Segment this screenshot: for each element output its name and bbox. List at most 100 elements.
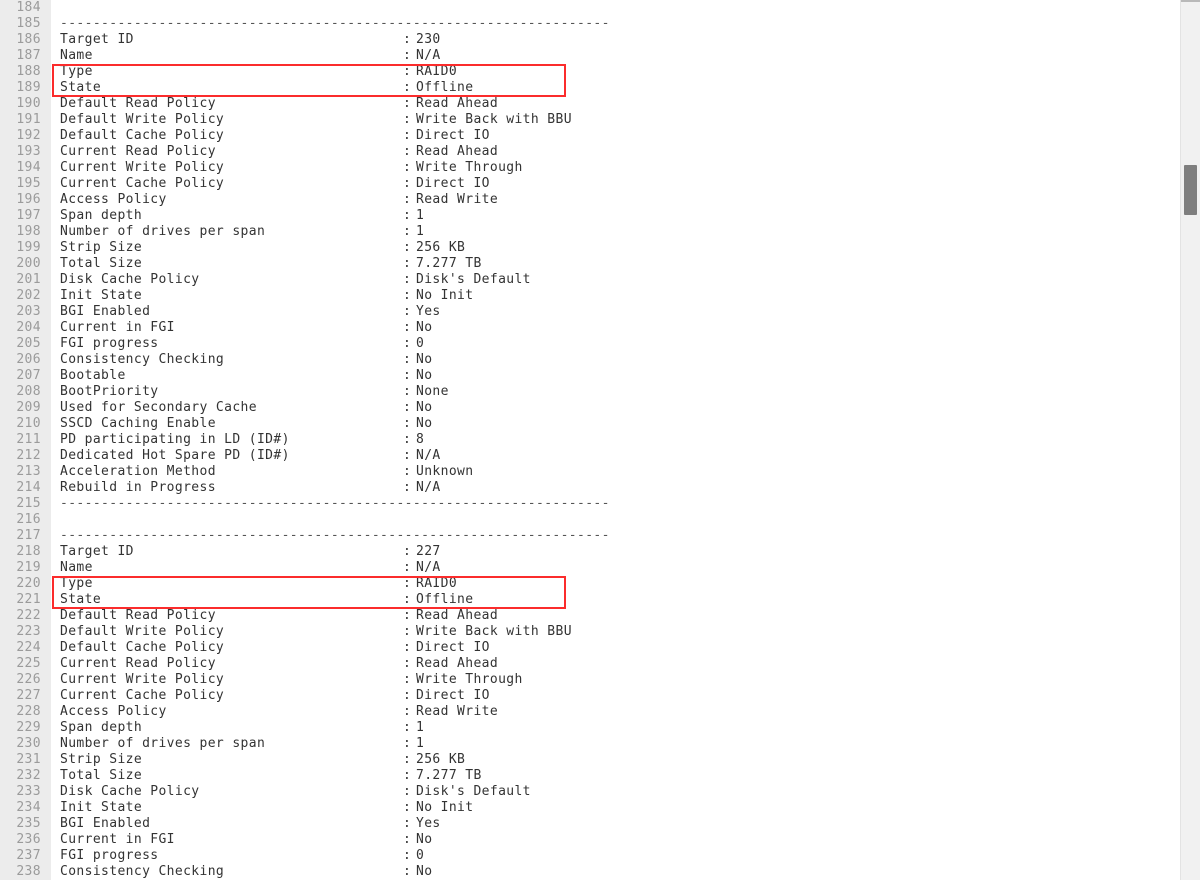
log-key: Number of drives per span: [60, 224, 266, 239]
log-key-value-line: SSCD Caching Enable: No: [60, 416, 432, 432]
log-key-value-line: Disk Cache Policy: Disk's Default: [60, 784, 531, 800]
log-colon: :: [403, 592, 412, 607]
log-key: Type: [60, 64, 93, 79]
log-value: No: [416, 368, 433, 383]
log-value: Yes: [416, 304, 441, 319]
line-number: 200: [16, 256, 41, 271]
log-colon: :: [403, 272, 412, 287]
log-value: 256 KB: [416, 752, 466, 767]
log-key: Default Cache Policy: [60, 128, 225, 143]
log-key: Current Write Policy: [60, 160, 225, 175]
line-number: 236: [16, 832, 41, 847]
log-colon: :: [403, 608, 412, 623]
log-key-value-line: Number of drives per span:1: [60, 736, 424, 752]
log-key-value-line: Name: N/A: [60, 560, 441, 576]
log-value: Read Ahead: [416, 96, 499, 111]
log-key-value-line: Strip Size:256 KB: [60, 240, 465, 256]
log-key-value-line: Default Write Policy: Write Back with BBU: [60, 112, 572, 128]
log-colon: :: [403, 144, 412, 159]
code-line: 224 Default Cache Policy: Direct IO: [0, 640, 1180, 656]
code-line: 226 Current Write Policy: Write Through: [0, 672, 1180, 688]
log-key-value-line: Disk Cache Policy: Disk's Default: [60, 272, 531, 288]
log-key-value-line: Number of drives per span:1: [60, 224, 424, 240]
line-number: 199: [16, 240, 41, 255]
code-line: 191 Default Write Policy: Write Back with …: [0, 112, 1180, 128]
log-key-value-line: Current in FGI: No: [60, 320, 432, 336]
log-colon: :: [403, 480, 412, 495]
log-separator-line: ----------------------------------------…: [60, 16, 610, 32]
log-value: No: [416, 400, 433, 415]
log-key-value-line: PD participating in LD (ID#):8: [60, 432, 424, 448]
log-key-value-line: FGI progress:0: [60, 336, 424, 352]
log-value: No: [416, 832, 433, 847]
log-colon: :: [403, 544, 412, 559]
log-colon: :: [403, 864, 412, 879]
dashed-rule: ----------------------------------------…: [60, 496, 610, 511]
log-key-value-line: Total Size:7.277 TB: [60, 768, 482, 784]
log-colon: :: [403, 352, 412, 367]
log-key-value-line: Acceleration Method: Unknown: [60, 464, 473, 480]
log-key-value-line: Access Policy: Read Write: [60, 704, 498, 720]
line-number: 232: [16, 768, 41, 783]
code-line: 233 Disk Cache Policy: Disk's Default: [0, 784, 1180, 800]
log-key: Default Read Policy: [60, 608, 216, 623]
line-number: 228: [16, 704, 41, 719]
code-line: 201 Disk Cache Policy: Disk's Default: [0, 272, 1180, 288]
log-colon: :: [403, 80, 412, 95]
log-key: Current Read Policy: [60, 144, 216, 159]
log-key: Target ID: [60, 544, 134, 559]
log-value: Write Through: [416, 160, 523, 175]
code-line: 222 Default Read Policy: Read Ahead: [0, 608, 1180, 624]
log-colon: :: [403, 112, 412, 127]
log-value: 8: [416, 432, 425, 447]
line-number: 203: [16, 304, 41, 319]
line-number: 223: [16, 624, 41, 639]
log-key: Current Write Policy: [60, 672, 225, 687]
line-number: 229: [16, 720, 41, 735]
log-key-value-line: Dedicated Hot Spare PD (ID#): N/A: [60, 448, 441, 464]
code-line: 198 Number of drives per span:1: [0, 224, 1180, 240]
log-colon: :: [403, 256, 412, 271]
vertical-scrollbar[interactable]: [1180, 0, 1200, 880]
log-value: Direct IO: [416, 640, 490, 655]
line-number: 212: [16, 448, 41, 463]
log-key-value-line: Consistency Checking: No: [60, 864, 432, 880]
log-value: 1: [416, 224, 425, 239]
log-value: RAID0: [416, 576, 458, 591]
log-key: Current in FGI: [60, 832, 175, 847]
log-key: Access Policy: [60, 704, 167, 719]
log-colon: :: [403, 368, 412, 383]
code-line: 189 State: Offline: [0, 80, 1180, 96]
code-line: 185 -------------------------------------…: [0, 16, 1180, 32]
code-line: 207 Bootable: No: [0, 368, 1180, 384]
log-key: Default Write Policy: [60, 624, 225, 639]
log-key: SSCD Caching Enable: [60, 416, 216, 431]
log-key: Default Cache Policy: [60, 640, 225, 655]
code-line: 195 Current Cache Policy: Direct IO: [0, 176, 1180, 192]
log-colon: :: [403, 432, 412, 447]
log-key: FGI progress: [60, 848, 159, 863]
scrollbar-thumb[interactable]: [1184, 165, 1197, 215]
line-number: 210: [16, 416, 41, 431]
log-key-value-line: Default Write Policy: Write Back with BBU: [60, 624, 572, 640]
log-colon: :: [403, 720, 412, 735]
code-line: 216: [0, 512, 1180, 528]
log-key: Dedicated Hot Spare PD (ID#): [60, 448, 290, 463]
log-key: Current Cache Policy: [60, 688, 225, 703]
code-line: 197 Span depth:1: [0, 208, 1180, 224]
line-number: 219: [16, 560, 41, 575]
log-key-value-line: Init State: No Init: [60, 800, 473, 816]
line-number: 209: [16, 400, 41, 415]
log-colon: :: [403, 224, 412, 239]
log-colon: :: [403, 768, 412, 783]
log-colon: :: [403, 208, 412, 223]
line-number: 234: [16, 800, 41, 815]
code-line: 209 Used for Secondary Cache: No: [0, 400, 1180, 416]
line-number: 197: [16, 208, 41, 223]
log-value: Direct IO: [416, 128, 490, 143]
line-number: 206: [16, 352, 41, 367]
log-value: Read Ahead: [416, 608, 499, 623]
code-line: 199 Strip Size:256 KB: [0, 240, 1180, 256]
log-key: Consistency Checking: [60, 864, 225, 879]
